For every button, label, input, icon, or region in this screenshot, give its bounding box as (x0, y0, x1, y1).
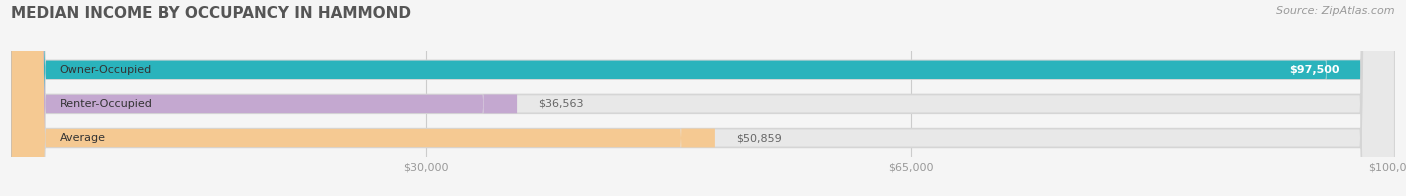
Text: Renter-Occupied: Renter-Occupied (59, 99, 152, 109)
Text: $97,500: $97,500 (1289, 65, 1340, 75)
FancyBboxPatch shape (11, 0, 517, 196)
FancyBboxPatch shape (11, 0, 1395, 196)
Text: $50,859: $50,859 (735, 133, 782, 143)
Text: Owner-Occupied: Owner-Occupied (59, 65, 152, 75)
FancyBboxPatch shape (11, 0, 1395, 196)
FancyBboxPatch shape (11, 0, 714, 196)
FancyBboxPatch shape (11, 0, 1360, 196)
Text: Average: Average (59, 133, 105, 143)
FancyBboxPatch shape (11, 0, 1395, 196)
Text: MEDIAN INCOME BY OCCUPANCY IN HAMMOND: MEDIAN INCOME BY OCCUPANCY IN HAMMOND (11, 6, 411, 21)
Text: $36,563: $36,563 (538, 99, 583, 109)
Text: Source: ZipAtlas.com: Source: ZipAtlas.com (1277, 6, 1395, 16)
